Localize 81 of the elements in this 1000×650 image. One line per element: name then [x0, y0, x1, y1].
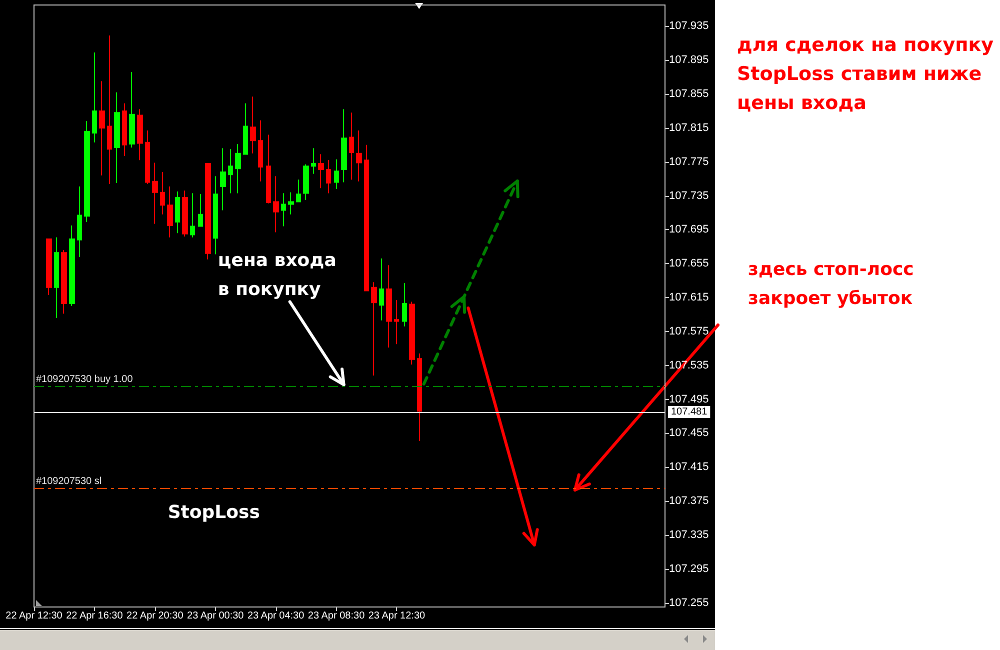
candlestick — [318, 154, 324, 189]
candlestick — [288, 192, 294, 215]
candlestick — [349, 112, 354, 180]
x-tick-label: 22 Apr 12:30 — [6, 610, 63, 622]
y-tick-label: 107.655 — [669, 258, 709, 270]
candlestick — [386, 264, 392, 348]
x-tick-label: 22 Apr 16:30 — [66, 610, 124, 622]
y-tick-label: 107.695 — [669, 224, 709, 236]
candlestick — [228, 148, 233, 194]
candlestick — [266, 134, 271, 204]
candlestick — [69, 224, 75, 306]
y-tick-label: 107.295 — [669, 562, 709, 575]
candlestick — [213, 176, 218, 255]
candlestick — [175, 191, 180, 234]
x-tick-label: 23 Apr 12:30 — [368, 610, 426, 622]
candlestick — [129, 71, 135, 148]
y-tick-label: 107.335 — [669, 528, 709, 541]
ref-line-label: 107.481 — [671, 406, 708, 418]
candlestick — [84, 120, 90, 223]
y-tick-label: 107.935 — [669, 20, 709, 32]
candlestick — [235, 144, 241, 194]
candlestick — [409, 301, 415, 366]
candlestick — [46, 238, 52, 296]
candlestick — [341, 108, 347, 183]
y-tick-label: 107.575 — [669, 325, 709, 338]
candlestick — [205, 163, 211, 260]
y-tick-label: 107.895 — [669, 54, 709, 66]
y-tick-label: 107.415 — [669, 461, 709, 474]
candlestick — [356, 130, 362, 182]
candlestick — [107, 35, 112, 184]
candlestick — [273, 176, 279, 233]
candlestick — [334, 158, 339, 190]
y-tick-label: 107.735 — [669, 190, 709, 202]
annotation: StopLoss — [168, 501, 260, 525]
candlestick — [198, 194, 203, 227]
x-tick-label: 23 Apr 00:30 — [187, 610, 244, 622]
candlestick — [122, 102, 127, 156]
y-tick-label: 107.255 — [669, 596, 709, 609]
candlestick — [296, 179, 301, 202]
candlestick — [182, 190, 188, 237]
text: здесь стоп-лосс закроет убыток — [748, 258, 914, 311]
candlestick — [160, 172, 165, 215]
y-tick-label: 107.815 — [669, 122, 709, 134]
candlestick — [394, 300, 399, 345]
candlestick — [326, 160, 331, 194]
text: для сделок на покупку StopLoss ставим ниже цены входа — [737, 33, 994, 116]
candlestick — [364, 144, 369, 292]
y-tick-label: 107.495 — [669, 393, 709, 406]
candlestick — [99, 80, 105, 176]
candlestick — [54, 236, 59, 318]
candlestick — [167, 186, 173, 238]
y-tick-label: 107.455 — [669, 427, 709, 440]
candlestick — [190, 192, 195, 238]
candlestick — [152, 162, 158, 224]
candlestick — [137, 108, 143, 161]
candlestick — [258, 120, 263, 182]
candlestick — [77, 186, 82, 258]
candlestick — [281, 192, 286, 227]
x-tick-label: 23 Apr 08:30 — [308, 610, 366, 622]
candlestick — [417, 352, 422, 442]
ref-line-label: #109207530 buy 1.00 — [36, 374, 134, 386]
candlestick — [303, 164, 309, 201]
y-tick-label: 107.375 — [669, 495, 709, 508]
candlestick — [250, 96, 256, 154]
y-tick-label: 107.775 — [669, 156, 709, 168]
y-tick-label: 107.615 — [669, 292, 709, 304]
annotation: цена входа в покупку — [218, 249, 336, 302]
y-tick-label: 107.855 — [669, 88, 709, 100]
candlestick — [145, 130, 150, 184]
candlestick — [371, 282, 377, 376]
candlestick — [402, 282, 407, 327]
candlestick — [114, 92, 120, 184]
candlestick — [379, 258, 384, 321]
candlestick — [243, 102, 248, 155]
x-tick-label: 22 Apr 20:30 — [126, 610, 184, 622]
x-tick-label: 23 Apr 04:30 — [247, 610, 305, 622]
candlestick — [220, 148, 226, 211]
candlestick — [92, 52, 97, 143]
candlestick — [311, 148, 316, 174]
ref-line-label: #109207530 sl — [36, 476, 102, 487]
candlestick — [61, 250, 67, 314]
